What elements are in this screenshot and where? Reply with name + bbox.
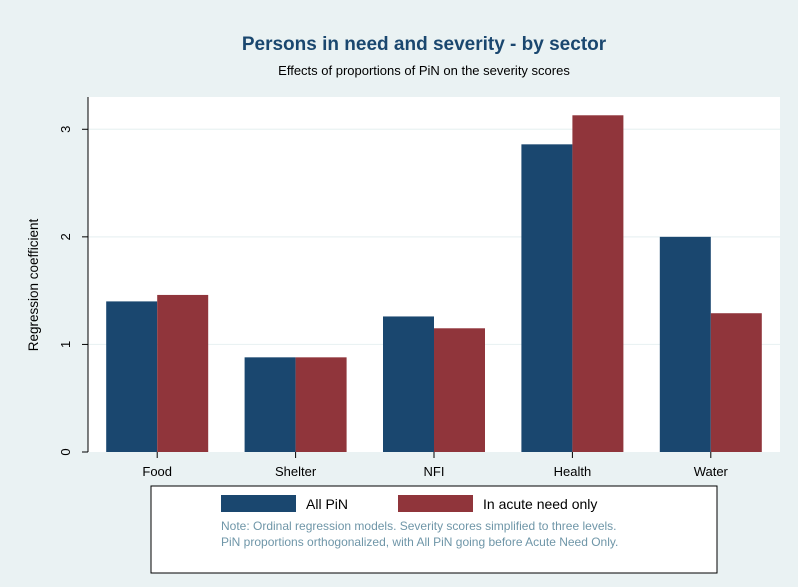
chart-title: Persons in need and severity - by sector bbox=[242, 34, 607, 55]
chart-subtitle: Effects of proportions of PiN on the sev… bbox=[278, 63, 570, 78]
legend-swatch-acute-need bbox=[398, 495, 473, 512]
legend: All PiN In acute need only Note: Ordinal… bbox=[150, 485, 718, 574]
x-tick-label: Food bbox=[142, 464, 172, 479]
bar-food-all-pin bbox=[106, 301, 158, 452]
x-tick-label: NFI bbox=[424, 464, 445, 479]
y-tick-label: 0 bbox=[58, 448, 73, 455]
bar-shelter-acute-need bbox=[295, 357, 347, 452]
y-tick-label: 1 bbox=[58, 341, 73, 348]
legend-swatch-all-pin bbox=[221, 495, 296, 512]
bar-water-all-pin bbox=[659, 236, 711, 452]
y-axis-ticks: 0 1 2 3 bbox=[58, 126, 88, 456]
y-tick-label: 2 bbox=[58, 233, 73, 240]
x-tick-label: Health bbox=[554, 464, 592, 479]
y-axis-title: Regression coefficient bbox=[26, 218, 41, 351]
x-tick-label: Water bbox=[694, 464, 729, 479]
x-tick-label: Shelter bbox=[275, 464, 317, 479]
bar-food-acute-need bbox=[157, 294, 209, 452]
bars bbox=[106, 115, 762, 453]
bar-water-acute-need bbox=[710, 313, 762, 452]
legend-label-acute-need: In acute need only bbox=[483, 496, 597, 512]
note-line-2: PiN proportions orthogonalized, with All… bbox=[221, 535, 618, 549]
legend-label-all-pin: All PiN bbox=[306, 496, 348, 512]
x-axis-ticks: Food Shelter NFI Health Water bbox=[142, 452, 729, 479]
y-tick-label: 3 bbox=[58, 126, 73, 133]
bar-nfi-acute-need bbox=[434, 328, 485, 452]
bar-shelter-all-pin bbox=[244, 357, 296, 452]
bar-health-acute-need bbox=[572, 115, 624, 453]
bar-health-all-pin bbox=[521, 144, 573, 453]
bar-nfi-all-pin bbox=[383, 316, 434, 452]
note-line-1: Note: Ordinal regression models. Severit… bbox=[221, 519, 617, 533]
